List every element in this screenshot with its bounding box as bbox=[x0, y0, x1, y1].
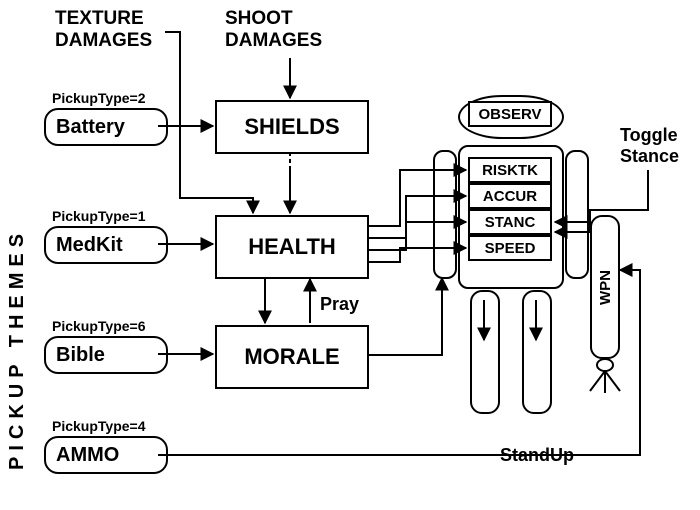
pickup-name: MedKit bbox=[56, 234, 123, 257]
robot-stat-label: STANC bbox=[485, 214, 536, 231]
pickup-type-label: PickupType=6 bbox=[52, 318, 146, 334]
pickup-medkit: MedKit bbox=[44, 226, 168, 264]
pickup-type-label: PickupType=2 bbox=[52, 90, 146, 106]
robot-stat-label: RISKTK bbox=[482, 162, 538, 179]
standup-label: StandUp bbox=[500, 445, 574, 466]
robot-figure: OBSERV RISKTK ACCUR STANC SPEED WPN bbox=[420, 95, 630, 445]
robot-head-box: OBSERV bbox=[468, 101, 552, 127]
robot-head-label: OBSERV bbox=[478, 106, 541, 123]
robot-right-leg bbox=[522, 290, 552, 414]
robot-stat-label: SPEED bbox=[485, 240, 536, 257]
health-block: HEALTH bbox=[215, 215, 369, 279]
spray-icon bbox=[580, 355, 630, 395]
pickup-type-label: PickupType=4 bbox=[52, 418, 146, 434]
block-label: MORALE bbox=[244, 344, 339, 370]
robot-weapon-label: WPN bbox=[597, 270, 614, 305]
robot-weapon: WPN bbox=[590, 215, 620, 359]
robot-stat-speed: SPEED bbox=[468, 235, 552, 261]
pickup-type-label: PickupType=1 bbox=[52, 208, 146, 224]
pray-label: Pray bbox=[320, 294, 359, 315]
block-label: SHIELDS bbox=[244, 114, 339, 140]
shields-block: SHIELDS bbox=[215, 100, 369, 154]
robot-left-leg bbox=[470, 290, 500, 414]
robot-stat-accur: ACCUR bbox=[468, 183, 552, 209]
pickup-name: AMMO bbox=[56, 444, 119, 467]
pickup-battery: Battery bbox=[44, 108, 168, 146]
robot-stat-stanc: STANC bbox=[468, 209, 552, 235]
pickup-bible: Bible bbox=[44, 336, 168, 374]
texture-damages-label: TEXTURE DAMAGES bbox=[55, 8, 152, 52]
robot-left-arm bbox=[433, 150, 457, 279]
pickup-ammo: AMMO bbox=[44, 436, 168, 474]
robot-stat-label: ACCUR bbox=[483, 188, 537, 205]
robot-stat-risktk: RISKTK bbox=[468, 157, 552, 183]
shoot-damages-label: SHOOT DAMAGES bbox=[225, 8, 322, 52]
side-label: PICKUP THEMES bbox=[6, 70, 29, 470]
robot-right-arm bbox=[565, 150, 589, 279]
pickup-name: Battery bbox=[56, 116, 125, 139]
morale-block: MORALE bbox=[215, 325, 369, 389]
block-label: HEALTH bbox=[248, 234, 336, 260]
pickup-name: Bible bbox=[56, 344, 105, 367]
